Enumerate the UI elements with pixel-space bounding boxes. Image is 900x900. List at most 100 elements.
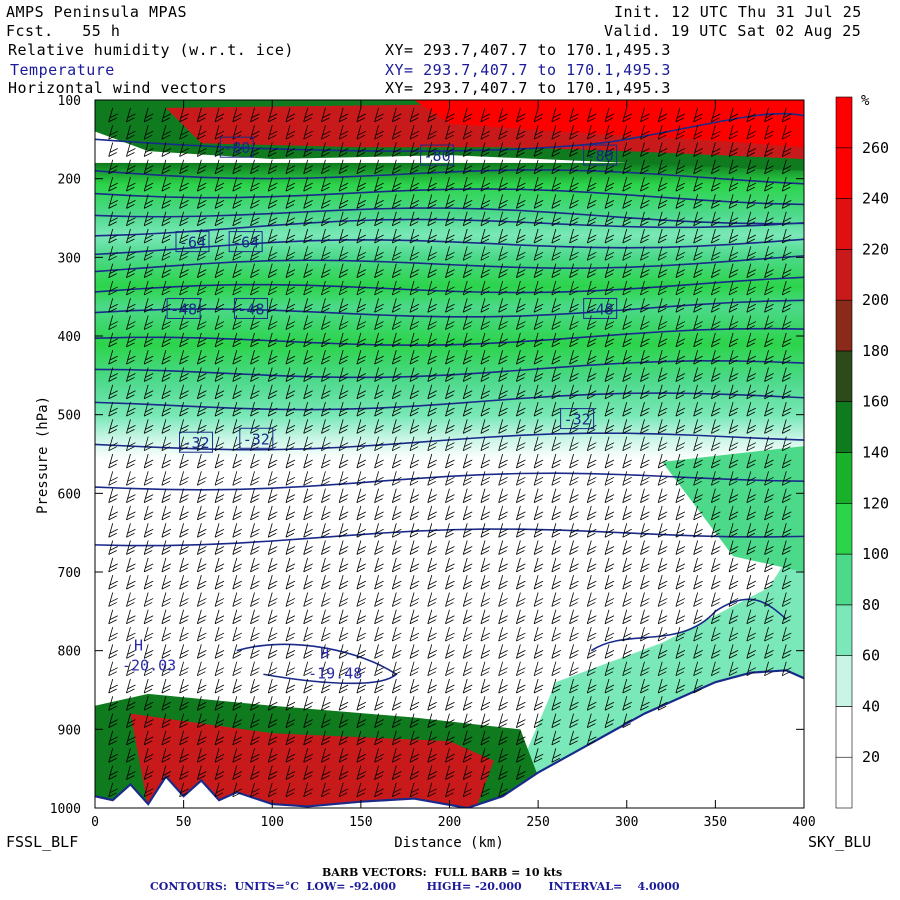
wind-barb: [338, 626, 349, 642]
wind-barb-flag: [285, 186, 295, 192]
wind-barb-flag: [250, 152, 259, 157]
wind-barb-flag: [286, 788, 296, 794]
wind-barb-flag: [108, 480, 117, 486]
wind-barb: [338, 730, 349, 746]
wind-barb: [196, 263, 207, 278]
wind-barb-flag: [304, 528, 313, 534]
wind-barb-shaft: [196, 263, 202, 278]
wind-barb-flag: [215, 632, 225, 638]
wind-barb: [161, 644, 172, 659]
wind-barb-shaft: [214, 453, 220, 469]
wind-barb-flag: [179, 550, 188, 555]
wind-barb-shaft: [267, 176, 273, 192]
wind-barb-flag: [321, 238, 330, 244]
wind-barb: [161, 194, 172, 209]
wind-barb-shaft: [267, 782, 273, 797]
wind-barb-flag: [321, 775, 330, 780]
wind-barb-flag: [251, 113, 260, 119]
wind-barb-flag: [108, 342, 117, 348]
wind-barb: [179, 453, 189, 469]
wind-barb-flag: [338, 238, 348, 244]
wind-barb-flag: [303, 740, 312, 746]
wind-barb-flag: [321, 498, 330, 503]
wind-barb: [161, 713, 172, 728]
wind-barb-shaft: [303, 609, 309, 624]
wind-barb-flag: [179, 584, 188, 590]
wind-barb-flag: [197, 169, 206, 175]
wind-barb: [321, 211, 331, 227]
wind-barb-flag: [108, 377, 117, 382]
wind-barb: [108, 263, 118, 278]
wind-barb-flag: [126, 480, 135, 486]
wind-barb-flag: [285, 290, 295, 296]
rh-boundary-red: [130, 713, 494, 808]
wind-barb-shaft: [196, 194, 202, 209]
wind-barb-flag: [321, 255, 330, 261]
wind-barb: [303, 730, 313, 746]
wind-barb-shaft: [232, 211, 238, 226]
wind-barb-flag: [303, 654, 312, 659]
wind-barb-flag: [269, 598, 278, 603]
wind-barb: [338, 176, 349, 192]
wind-barb-shaft: [338, 142, 344, 157]
wind-barb-flag: [215, 355, 225, 361]
wind-barb: [196, 384, 207, 400]
wind-barb-shaft: [250, 298, 255, 313]
wind-barb-shaft: [196, 696, 202, 711]
wind-barb-shaft: [250, 592, 255, 607]
wind-barb-shaft: [267, 315, 273, 330]
wind-barb-flag: [214, 515, 224, 521]
wind-barb-flag: [322, 753, 331, 759]
wind-barb-flag: [322, 684, 331, 690]
wind-barb-flag: [321, 394, 330, 400]
wind-barb-flag: [233, 148, 242, 153]
wind-barb-flag: [303, 792, 312, 798]
wind-barb-flag: [321, 705, 330, 711]
wind-barb-flag: [214, 290, 224, 296]
wind-barb: [196, 315, 207, 330]
wind-barb-flag: [303, 204, 312, 209]
wind-barb-flag: [269, 355, 278, 361]
wind-barb-shaft: [196, 488, 202, 503]
wind-barb: [250, 176, 260, 192]
wind-barb: [338, 315, 349, 330]
wind-barb-shaft: [108, 782, 114, 797]
wind-barb-shaft: [338, 125, 344, 140]
wind-barb-shaft: [303, 765, 309, 780]
wind-barb: [126, 644, 136, 659]
wind-barb-flag: [215, 528, 225, 534]
wind-barb-flag: [198, 217, 207, 223]
wind-barb-shaft: [250, 540, 255, 555]
wind-barb: [179, 557, 189, 573]
wind-barb-shaft: [143, 488, 149, 503]
wind-barb-flag: [286, 148, 296, 153]
wind-barb-flag: [304, 476, 313, 482]
wind-barb: [267, 713, 278, 728]
wind-barb-shaft: [321, 730, 326, 746]
wind-barb: [126, 350, 136, 365]
wind-barb-flag: [198, 251, 207, 257]
wind-barb: [143, 315, 154, 330]
wind-barb-flag: [143, 134, 153, 140]
wind-barb-flag: [162, 615, 172, 621]
wind-barb-flag: [285, 204, 295, 209]
wind-barb-shaft: [338, 350, 344, 365]
wind-barb: [179, 678, 189, 694]
wind-barb-shaft: [161, 626, 167, 642]
wind-barb-shaft: [232, 246, 238, 261]
wind-barb: [250, 678, 260, 694]
wind-barb: [303, 194, 313, 209]
wind-barb: [143, 540, 154, 555]
wind-barb-shaft: [285, 332, 291, 347]
temperature-contour: [95, 238, 804, 256]
wind-barb-flag: [285, 134, 295, 140]
wind-barb: [267, 107, 278, 123]
wind-barb-flag: [286, 130, 296, 136]
wind-barb-flag: [232, 325, 241, 330]
wind-barb-shaft: [143, 730, 149, 746]
wind-barb-flag: [233, 182, 242, 188]
wind-barb: [267, 280, 278, 296]
wind-barb-flag: [109, 407, 118, 413]
wind-barb-shaft: [196, 592, 202, 607]
wind-barb-shaft: [196, 730, 202, 746]
